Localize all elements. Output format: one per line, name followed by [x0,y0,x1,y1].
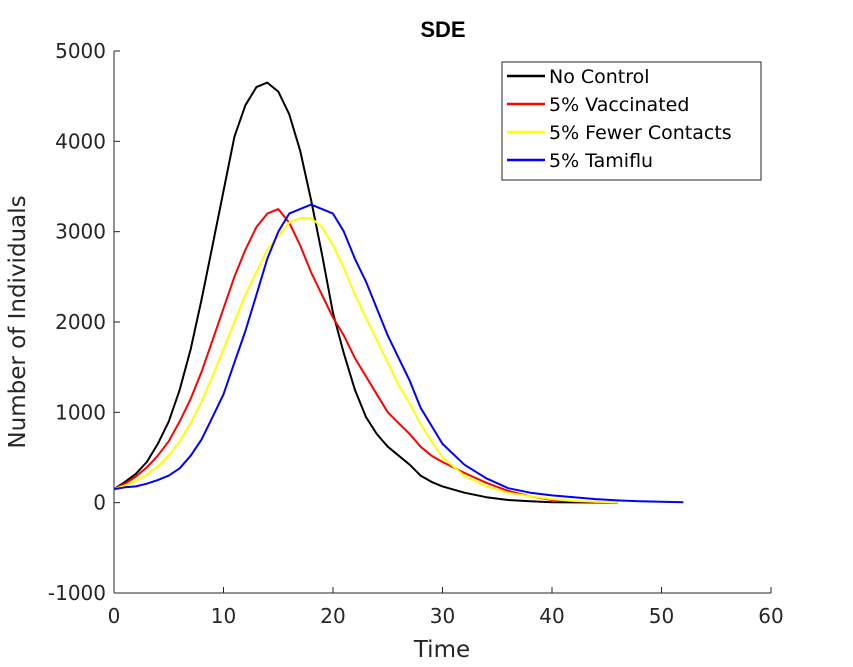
x-tick-label: 30 [430,604,455,628]
y-tick-label: 1000 [55,400,106,424]
y-tick-label: 5000 [55,39,106,63]
legend: No Control 5% Vaccinated 5% Fewer Contacts… [501,61,762,181]
y-tick-label: -1000 [48,581,106,605]
y-tick-label: 0 [93,491,106,515]
legend-entry: 5% Fewer Contacts [549,122,732,144]
x-tick-label: 10 [211,604,236,628]
legend-entry: 5% Vaccinated [549,94,689,116]
series-line [113,81,618,504]
x-tick-label: 40 [539,604,564,628]
legend-entry: No Control [549,66,650,88]
legend-entry: 5% Tamiflu [549,150,653,172]
chart-title: SDE [420,17,465,42]
series-line [113,217,618,504]
series-lines [113,81,684,504]
x-tick-label: 0 [108,604,121,628]
x-axis-label: Time [413,637,470,663]
y-tick-label: 4000 [55,129,106,153]
series-line [113,203,684,504]
x-tick-label: 50 [649,604,674,628]
legend-box [501,61,762,181]
y-axis-label: Number of Individuals [5,195,31,448]
series-line [113,208,618,504]
x-tick-label: 20 [320,604,345,628]
y-tick-label: 2000 [55,310,106,334]
y-tick-label: 3000 [55,220,106,244]
x-tick-label: 60 [758,604,783,628]
